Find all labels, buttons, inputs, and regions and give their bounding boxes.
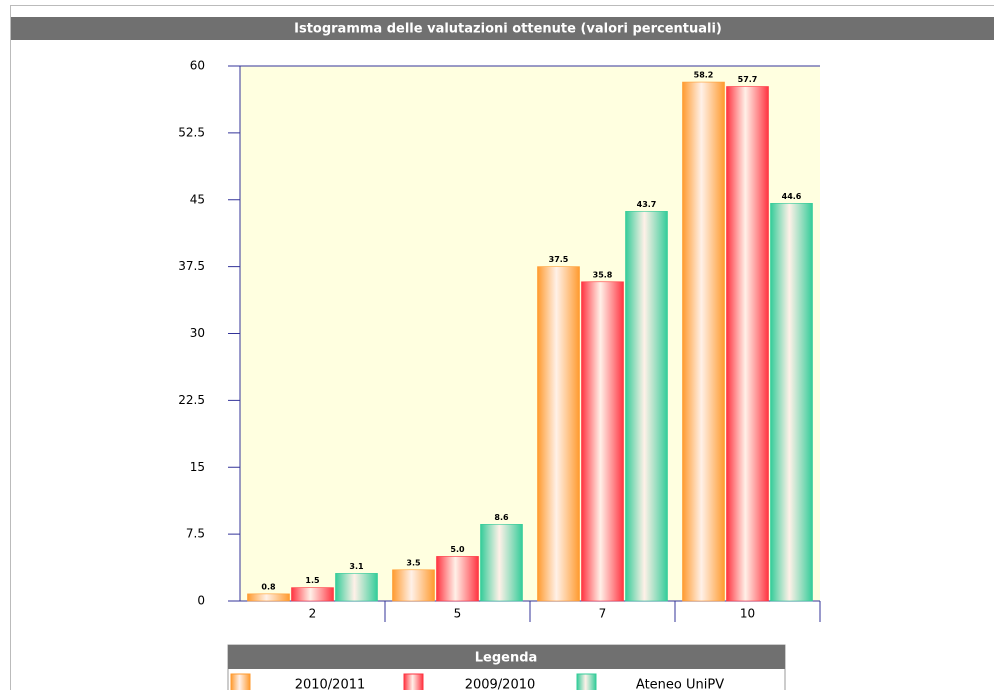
- value-label: 37.5: [549, 255, 569, 264]
- legend-swatch: [230, 673, 251, 690]
- y-tick-label: 7.5: [186, 527, 205, 541]
- y-tick-label: 30: [190, 326, 205, 340]
- x-tick-label: 10: [740, 607, 755, 621]
- y-tick-label: 37.5: [178, 259, 205, 273]
- bar: [436, 556, 479, 602]
- bar: [770, 203, 813, 602]
- chart-title: Istogramma delle valutazioni ottenute (v…: [294, 22, 722, 37]
- legend-header: [228, 645, 785, 669]
- y-tick-label: 22.5: [178, 393, 205, 407]
- y-tick-label: 60: [190, 59, 205, 73]
- bar: [537, 266, 580, 602]
- value-label: 35.8: [593, 270, 613, 279]
- x-tick-label: 5: [454, 607, 462, 621]
- bar: [625, 211, 668, 602]
- value-label: 43.7: [637, 200, 657, 209]
- y-tick-label: 15: [190, 460, 205, 474]
- bar: [392, 569, 435, 602]
- value-label: 3.1: [349, 562, 364, 571]
- value-label: 1.5: [305, 576, 320, 585]
- y-tick-label: 52.5: [178, 125, 205, 139]
- value-label: 8.6: [494, 513, 509, 522]
- legend-swatch: [403, 673, 424, 690]
- x-tick-label: 7: [599, 607, 607, 621]
- x-tick-label: 2: [309, 607, 317, 621]
- legend-swatch: [576, 673, 597, 690]
- value-label: 58.2: [694, 71, 714, 80]
- value-label: 57.7: [738, 75, 758, 84]
- bar: [247, 593, 290, 602]
- legend-label: 2009/2010: [465, 678, 536, 690]
- legend-label: Ateneo UniPV: [636, 678, 724, 690]
- value-label: 0.8: [261, 582, 276, 591]
- bar: [682, 81, 725, 602]
- value-label: 3.5: [406, 558, 421, 567]
- bar: [291, 587, 334, 602]
- value-label: 5.0: [450, 545, 465, 554]
- legend-title: Legenda: [475, 651, 538, 666]
- title-bar: [11, 17, 994, 40]
- value-label: 44.6: [782, 192, 802, 201]
- bar: [480, 524, 523, 602]
- bar: [581, 281, 624, 602]
- legend-label: 2010/2011: [295, 678, 366, 690]
- y-tick-label: 0: [197, 594, 205, 608]
- bar: [335, 573, 378, 602]
- frame: [10, 5, 994, 690]
- y-tick-label: 45: [190, 192, 205, 206]
- bar: [726, 86, 769, 602]
